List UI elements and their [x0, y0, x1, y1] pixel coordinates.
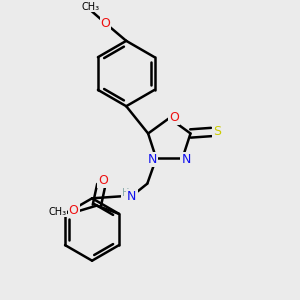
Text: N: N [148, 153, 157, 167]
Text: N: N [181, 153, 191, 167]
Text: H: H [122, 188, 130, 198]
Text: N: N [127, 190, 136, 202]
Text: O: O [69, 203, 79, 217]
Text: CH₃: CH₃ [49, 206, 67, 217]
Text: CH₃: CH₃ [82, 2, 100, 12]
Text: O: O [169, 111, 179, 124]
Text: S: S [213, 125, 220, 139]
Text: O: O [100, 16, 110, 29]
Text: O: O [98, 173, 108, 187]
